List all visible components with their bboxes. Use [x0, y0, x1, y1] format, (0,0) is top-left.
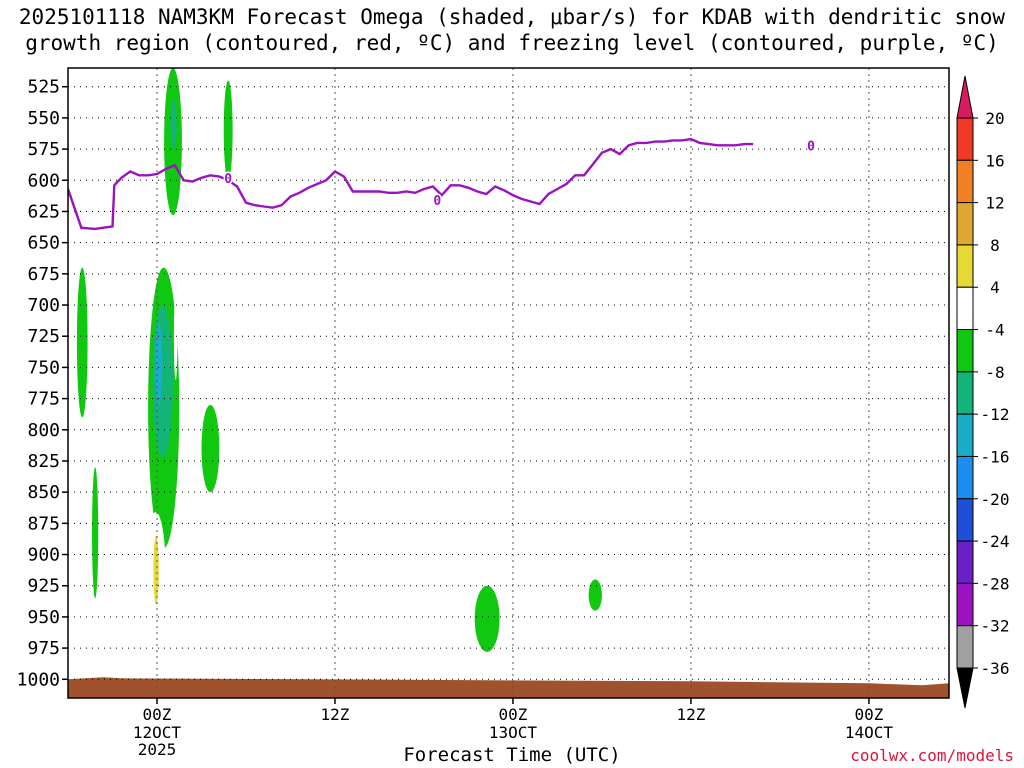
omega-region-yellow-upper-a [94, 68, 104, 175]
colorbar-label: -36 [981, 659, 1010, 678]
y-tick-label: 875 [27, 513, 60, 534]
omega-region-green-mid-left [76, 267, 88, 418]
x-tick-label: 00Z [498, 705, 527, 724]
omega-region-yellow-low-e [864, 535, 905, 617]
freezing-level-line [68, 137, 754, 231]
y-tick-label: 925 [27, 576, 60, 597]
plot-area: 0 0 0 [68, 68, 949, 698]
colorbar-swatch [956, 413, 974, 457]
y-tick-label: 550 [27, 108, 60, 129]
colorbar-swatch [956, 117, 974, 161]
y-tick-label: 850 [27, 482, 60, 503]
colorbar-label: 12 [985, 194, 1004, 213]
chart-title-line-1: 2025101118 NAM3KM Forecast Omega (shaded… [18, 5, 1006, 29]
y-tick-label: 975 [27, 638, 60, 659]
colorbar-swatch [956, 540, 974, 584]
omega-region-green-low-left [92, 467, 99, 599]
y-tick-label: 800 [27, 420, 60, 441]
omega-region-green-low-b [474, 585, 500, 652]
colorbar-swatch [956, 625, 974, 669]
y-tick-label: 675 [27, 264, 60, 285]
x-tick-label: 2025 [138, 740, 177, 759]
x-tick-label: 12Z [676, 705, 705, 724]
colorbar-bottom-arrow [956, 667, 974, 709]
omega-region-yellow-upper-c [268, 68, 273, 102]
colorbar: 20 16 12 8 4 -4 -8 -12 -16 -20 -24 -28 -32 -36 [956, 75, 1010, 709]
freezing-level-label: 0 [224, 172, 232, 187]
colorbar-label: -8 [985, 363, 1004, 382]
colorbar-label: -4 [985, 321, 1004, 340]
y-tick-label: 775 [27, 389, 60, 410]
x-axis-title: Forecast Time (UTC) [403, 744, 621, 766]
colorbar-label: 20 [985, 109, 1004, 128]
omega-region-yellow-upper-b [152, 68, 162, 212]
colorbar-swatch [956, 159, 974, 204]
x-tick-label: 00Z [854, 705, 883, 724]
colorbar-swatch [956, 329, 974, 373]
terrain-band [68, 677, 949, 698]
colorbar-swatch [956, 371, 974, 415]
omega-region-yellow-mid-a [173, 292, 178, 380]
omega-region-teal-upper-core [170, 99, 177, 150]
freezing-level-label: 0 [807, 139, 815, 154]
colorbar-label: -12 [981, 405, 1010, 424]
omega-region-yellow-mid-b [272, 348, 278, 399]
colorbar-label: 8 [990, 236, 1000, 255]
colorbar-label: -32 [981, 617, 1010, 636]
colorbar-label: -24 [981, 532, 1010, 551]
omega-region-yellow-low-d [864, 411, 887, 518]
y-tick-label: 1000 [17, 669, 60, 690]
credit-text: coolwx.com/models [850, 746, 1014, 765]
y-tick-label: 525 [27, 77, 60, 98]
colorbar-label: -28 [981, 574, 1010, 593]
colorbar-swatch [956, 498, 974, 542]
omega-region-green-upper-small [223, 80, 233, 181]
y-tick-label: 650 [27, 233, 60, 254]
colorbar-top-arrow [956, 75, 974, 119]
x-tick-label: 12OCT [133, 723, 182, 742]
y-tick-label: 700 [27, 295, 60, 316]
plot-frame [67, 67, 950, 699]
y-tick-label: 750 [27, 357, 60, 378]
x-tick-label: 14OCT [845, 723, 894, 742]
omega-region-green-mid-right [201, 404, 220, 493]
x-tick-label: 13OCT [489, 723, 538, 742]
x-tick-label: 12Z [321, 705, 350, 724]
colorbar-swatch [956, 286, 974, 331]
colorbar-swatch [956, 244, 974, 288]
omega-region-yellow-low-c [793, 498, 820, 630]
colorbar-swatch [956, 455, 974, 500]
y-tick-label: 625 [27, 201, 60, 222]
colorbar-swatch [956, 202, 974, 246]
y-tick-label: 900 [27, 545, 60, 566]
x-tick-label: 00Z [143, 705, 172, 724]
omega-region-yellow-low-b [419, 454, 429, 524]
omega-region-green-low-c [588, 579, 602, 611]
colorbar-label: 4 [990, 278, 1000, 297]
omega-region-orange-low-a [153, 535, 159, 605]
y-tick-label: 950 [27, 607, 60, 628]
freezing-level-label: 0 [433, 194, 441, 209]
y-tick-label: 600 [27, 170, 60, 191]
colorbar-swatch [956, 582, 974, 627]
y-tick-label: 575 [27, 139, 60, 160]
chart-title-line-2: growth region (contoured, red, ºC) and f… [25, 31, 999, 55]
colorbar-label: -16 [981, 447, 1010, 466]
y-tick-label: 725 [27, 326, 60, 347]
colorbar-label: 16 [985, 151, 1004, 170]
y-tick-label: 825 [27, 451, 60, 472]
colorbar-label: -20 [981, 490, 1010, 509]
